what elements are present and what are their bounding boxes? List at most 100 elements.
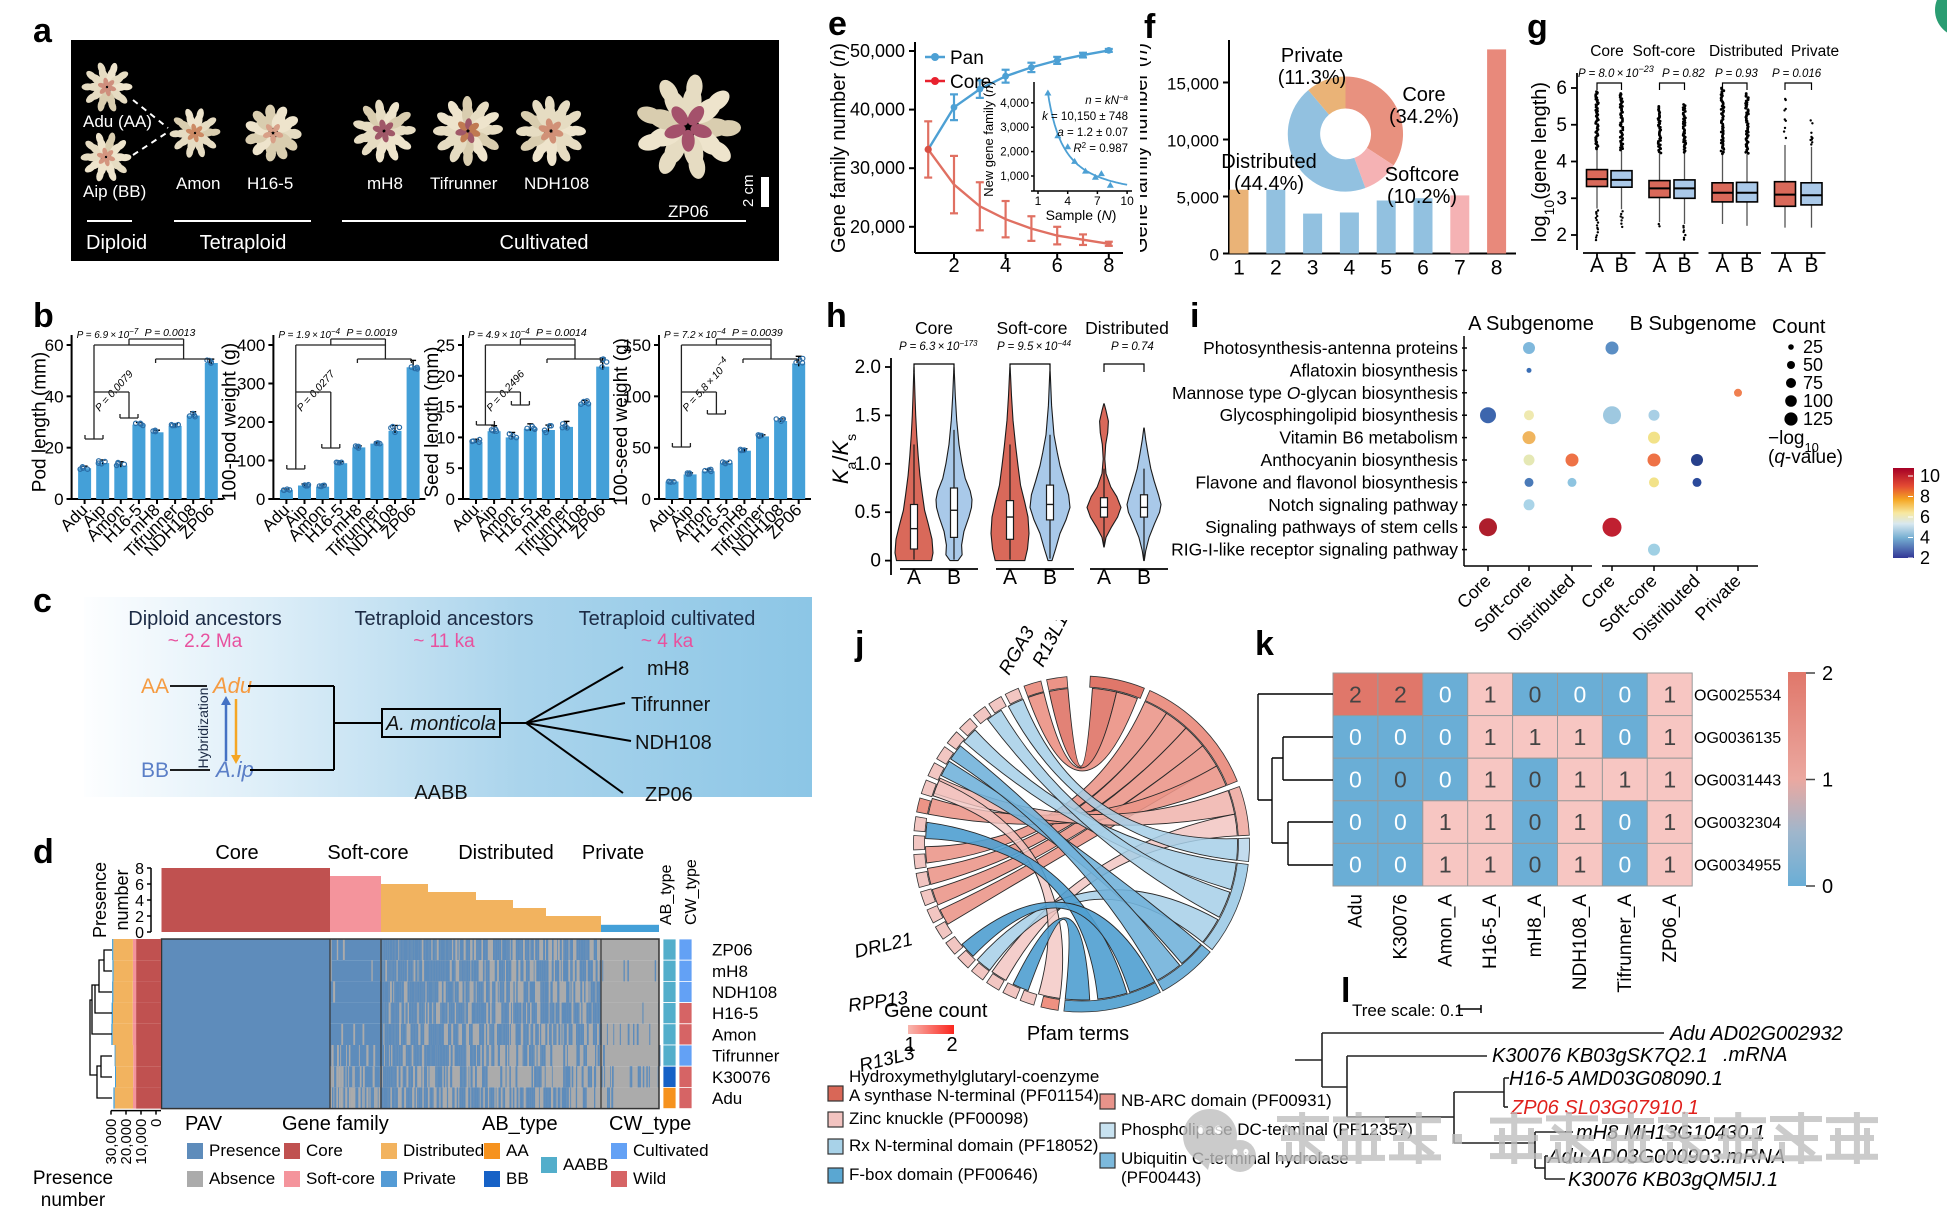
svg-text:A: A <box>1097 566 1111 589</box>
svg-text:100: 100 <box>237 452 265 471</box>
svg-text:RIG-I-like receptor signaling: RIG-I-like receptor signaling pathway <box>1171 540 1458 560</box>
svg-text:1: 1 <box>1663 724 1676 750</box>
svg-text:.mRNA: .mRNA <box>1723 1044 1787 1066</box>
svg-text:3: 3 <box>1307 257 1319 280</box>
svg-text:Amon: Amon <box>176 174 220 193</box>
svg-text:75: 75 <box>1803 373 1823 393</box>
svg-text:BB: BB <box>141 759 169 782</box>
svg-text:5,000: 5,000 <box>1176 189 1219 208</box>
svg-text:400: 400 <box>237 336 265 355</box>
svg-text:7: 7 <box>1094 194 1101 208</box>
svg-text:Diploid: Diploid <box>86 232 147 254</box>
svg-text:100: 100 <box>1803 391 1833 411</box>
svg-text:P = 0.2496: P = 0.2496 <box>484 368 527 414</box>
svg-text:Presence: Presence <box>90 862 110 938</box>
svg-text:Amon_A: Amon_A <box>1435 894 1456 967</box>
svg-text:60: 60 <box>45 336 64 355</box>
svg-text:Distributed: Distributed <box>1085 318 1169 338</box>
svg-text:2: 2 <box>1920 548 1930 568</box>
svg-text:15: 15 <box>436 398 455 417</box>
svg-text:P = 0.93: P = 0.93 <box>1715 68 1758 80</box>
svg-text:ZP06: ZP06 <box>668 202 709 221</box>
svg-text:DRL21: DRL21 <box>852 929 914 963</box>
svg-text:1: 1 <box>1484 852 1497 878</box>
svg-text:2: 2 <box>1270 257 1282 280</box>
svg-text:Signaling pathways of stem cel: Signaling pathways of stem cells <box>1205 517 1458 537</box>
svg-text:Presence: Presence <box>209 1141 281 1160</box>
svg-text:10: 10 <box>1120 194 1134 208</box>
svg-text:5: 5 <box>446 459 455 478</box>
svg-text:Adu: Adu <box>1345 894 1366 928</box>
svg-text:Cultivated: Cultivated <box>500 232 589 254</box>
svg-text:50: 50 <box>632 439 651 458</box>
svg-text:1: 1 <box>1574 724 1587 750</box>
svg-text:NB-ARC domain (PF00931): NB-ARC domain (PF00931) <box>1121 1091 1332 1110</box>
svg-text:20,000: 20,000 <box>850 217 905 237</box>
svg-text:BB: BB <box>506 1169 529 1188</box>
svg-text:Private: Private <box>1791 43 1839 60</box>
svg-text:AABB: AABB <box>563 1155 608 1174</box>
svg-text:NDH108: NDH108 <box>712 983 777 1002</box>
svg-text:Absence: Absence <box>209 1169 275 1188</box>
svg-text:0: 0 <box>1394 809 1407 835</box>
svg-text:40,000: 40,000 <box>850 100 905 120</box>
svg-text:0: 0 <box>54 490 63 509</box>
svg-text:mH8: mH8 <box>367 174 403 193</box>
svg-text:0: 0 <box>642 490 651 509</box>
svg-text:1: 1 <box>1663 852 1676 878</box>
svg-text:10,000: 10,000 <box>1167 132 1219 151</box>
svg-text:P = 4.9 × 10−4: P = 4.9 × 10−4 <box>468 327 530 342</box>
svg-text:log10(gene length): log10(gene length) <box>1530 82 1557 242</box>
svg-text:4: 4 <box>1000 255 1011 277</box>
svg-text:4: 4 <box>1064 194 1071 208</box>
svg-text:Soft-core: Soft-core <box>1633 43 1696 60</box>
svg-text:~ 2.2 Ma: ~ 2.2 Ma <box>168 631 243 652</box>
svg-text:0: 0 <box>1394 852 1407 878</box>
svg-text:0: 0 <box>1210 246 1219 265</box>
svg-text:P = 0.0277: P = 0.0277 <box>295 367 339 414</box>
svg-text:Core: Core <box>215 842 258 864</box>
svg-text:Vitamin B6 metabolism: Vitamin B6 metabolism <box>1279 428 1458 448</box>
svg-text:(11.3%): (11.3%) <box>1278 67 1347 89</box>
svg-text:0: 0 <box>1618 681 1631 707</box>
svg-text:0: 0 <box>1349 767 1362 793</box>
svg-text:(10.2%): (10.2%) <box>1387 186 1457 208</box>
svg-text:1: 1 <box>1663 809 1676 835</box>
svg-text:Private: Private <box>1281 45 1343 67</box>
svg-text:P = 0.82: P = 0.82 <box>1662 68 1705 80</box>
svg-text:1: 1 <box>1574 767 1587 793</box>
svg-text:Private: Private <box>582 842 644 864</box>
svg-text:Soft-core: Soft-core <box>327 842 408 864</box>
svg-text:Flavone and flavonol biosynthe: Flavone and flavonol biosynthesis <box>1195 472 1458 492</box>
svg-text:8: 8 <box>135 861 144 878</box>
svg-text:Presence: Presence <box>33 1168 113 1189</box>
svg-text:0.5: 0.5 <box>855 502 881 523</box>
svg-text:P = 0.74: P = 0.74 <box>1111 341 1154 353</box>
svg-text:Core: Core <box>306 1141 343 1160</box>
svg-text:B: B <box>1677 254 1691 277</box>
svg-text:Amon: Amon <box>712 1025 756 1044</box>
svg-text:Core: Core <box>950 72 991 93</box>
svg-text:150: 150 <box>623 336 651 355</box>
svg-text:(q-value): (q-value) <box>1768 447 1843 468</box>
svg-text:A. monticola: A. monticola <box>385 713 496 735</box>
svg-text:50,000: 50,000 <box>850 41 905 61</box>
svg-text:Tifrunner: Tifrunner <box>631 694 711 716</box>
svg-text:K30076 KB03gQM5IJ.1: K30076 KB03gQM5IJ.1 <box>1568 1169 1778 1191</box>
svg-text:100-seed weight (g): 100-seed weight (g) <box>611 338 632 506</box>
svg-text:Gene count: Gene count <box>884 1000 988 1022</box>
svg-text:Pan: Pan <box>950 48 984 69</box>
svg-text:mH8: mH8 <box>712 962 748 981</box>
svg-text:1: 1 <box>1574 852 1587 878</box>
svg-text:R13L1: R13L1 <box>1029 620 1073 670</box>
svg-text:Tetraploid cultivated: Tetraploid cultivated <box>579 608 756 630</box>
svg-text:K30076: K30076 <box>712 1068 771 1087</box>
svg-text:4: 4 <box>1344 257 1356 280</box>
svg-text:0: 0 <box>256 490 265 509</box>
svg-text:B: B <box>1043 566 1057 589</box>
svg-text:Core: Core <box>1402 84 1445 106</box>
svg-text:Tetraploid ancestors: Tetraploid ancestors <box>355 608 534 630</box>
svg-text:6: 6 <box>1556 78 1567 99</box>
svg-text:B Subgenome: B Subgenome <box>1630 313 1757 335</box>
svg-text:AB_type: AB_type <box>658 864 675 925</box>
